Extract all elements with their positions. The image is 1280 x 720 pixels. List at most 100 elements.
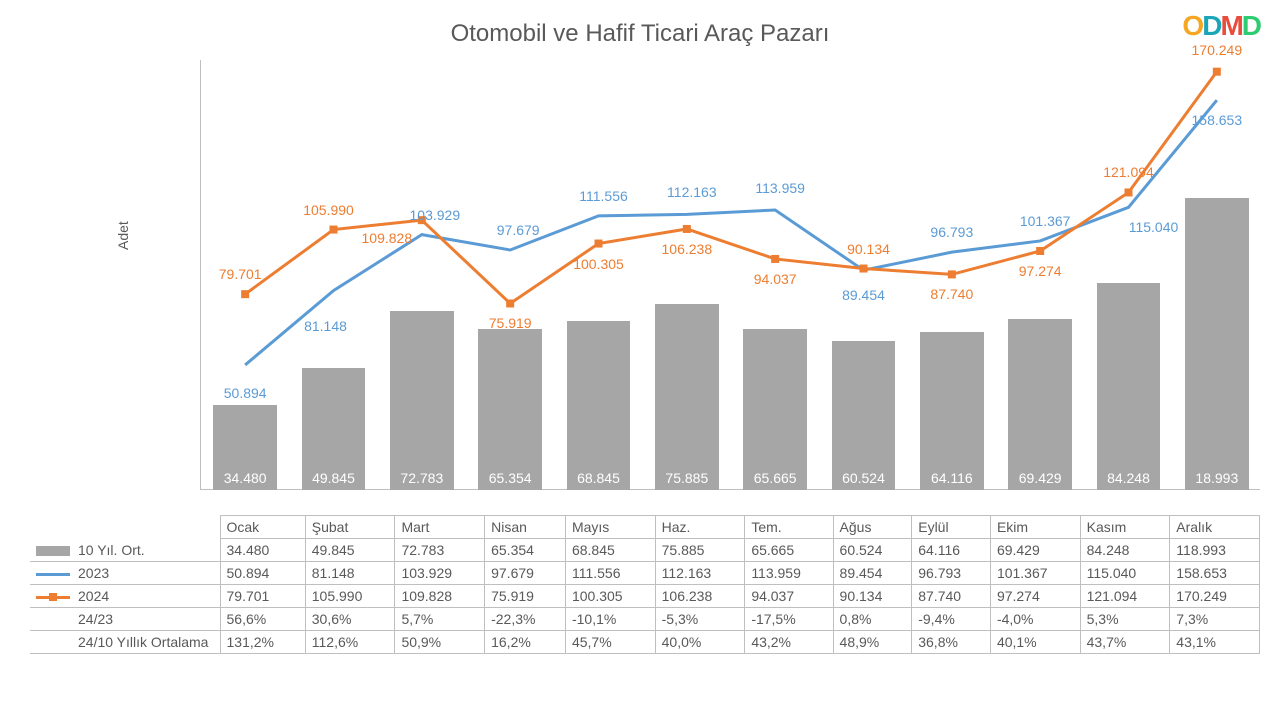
- series-point-label: 103.929: [410, 207, 461, 223]
- bar: 34.480: [213, 405, 277, 490]
- table-cell: 0,8%: [833, 608, 912, 631]
- table-header-cell: Aralık: [1170, 516, 1260, 539]
- table-cell: 170.249: [1170, 585, 1260, 608]
- series-point-label: 112.163: [667, 184, 717, 200]
- bar-value-label: 65.354: [478, 470, 542, 486]
- series-point-label: 101.367: [1020, 213, 1071, 229]
- table-cell: -22,3%: [485, 608, 566, 631]
- series-point-label: 111.556: [579, 188, 628, 204]
- table-cell: 40,1%: [990, 631, 1080, 654]
- table-cell: 36,8%: [912, 631, 991, 654]
- series-point-label: 109.828: [362, 230, 413, 246]
- table-cell: 65.665: [745, 539, 833, 562]
- table-cell: 84.248: [1080, 539, 1170, 562]
- table-cell: -5,3%: [655, 608, 745, 631]
- series-point-label: 81.148: [304, 318, 347, 334]
- series-point-label: 90.134: [847, 241, 890, 257]
- table-cell: 75.919: [485, 585, 566, 608]
- table-cell: 90.134: [833, 585, 912, 608]
- table-cell: 111.556: [565, 562, 655, 585]
- bar-value-label: 84.248: [1097, 470, 1161, 486]
- table-cell: 89.454: [833, 562, 912, 585]
- series-point-label: 97.679: [497, 222, 540, 238]
- table-cell: 96.793: [912, 562, 991, 585]
- table-header-cell: Ocak: [220, 516, 305, 539]
- table-cell: 103.929: [395, 562, 485, 585]
- bar-value-label: 65.665: [743, 470, 807, 486]
- table-cell: 79.701: [220, 585, 305, 608]
- table-cell: 97.679: [485, 562, 566, 585]
- series-point-label: 50.894: [224, 385, 267, 401]
- table-cell: 45,7%: [565, 631, 655, 654]
- bar: 84.248: [1097, 283, 1161, 490]
- legend-cell: 2024: [30, 585, 220, 608]
- table-cell: 121.094: [1080, 585, 1170, 608]
- table-cell: 87.740: [912, 585, 991, 608]
- table-header-cell: Eylül: [912, 516, 991, 539]
- table-cell: 43,1%: [1170, 631, 1260, 654]
- bar-value-label: 34.480: [213, 470, 277, 486]
- table-cell: 118.993: [1170, 539, 1260, 562]
- odmd-logo: ODMD: [1182, 10, 1260, 42]
- bar-value-label: 64.116: [920, 470, 984, 486]
- chart-plot-area: 34.480 49.845 72.783 65.354 68.845 75.885 65.6…: [200, 60, 1260, 490]
- bar: 65.665: [743, 329, 807, 490]
- bar: 49.845: [302, 368, 366, 490]
- series-point-label: 96.793: [930, 224, 973, 240]
- table-cell: 94.037: [745, 585, 833, 608]
- table-header-cell: Nisan: [485, 516, 566, 539]
- series-point-label: 100.305: [573, 256, 624, 272]
- table-header-cell: Ekim: [990, 516, 1080, 539]
- table-cell: 106.238: [655, 585, 745, 608]
- data-table-wrap: OcakŞubatMartNisanMayısHaz.Tem.AğusEylül…: [30, 515, 1260, 654]
- legend-cell: 10 Yıl. Ort.: [30, 539, 220, 562]
- bar: 72.783: [390, 311, 454, 490]
- table-cell: 34.480: [220, 539, 305, 562]
- bar-value-label: 69.429: [1008, 470, 1072, 486]
- table-cell: 16,2%: [485, 631, 566, 654]
- bar-value-label: 68.845: [567, 470, 631, 486]
- table-cell: 7,3%: [1170, 608, 1260, 631]
- series-point-label: 89.454: [842, 287, 885, 303]
- table-cell: 112,6%: [305, 631, 395, 654]
- bar: 65.354: [478, 329, 542, 490]
- table-header-cell: Mayıs: [565, 516, 655, 539]
- bar: 60.524: [832, 341, 896, 490]
- table-header-cell: Ağus: [833, 516, 912, 539]
- table-cell: 64.116: [912, 539, 991, 562]
- table-cell: 69.429: [990, 539, 1080, 562]
- bar: 64.116: [920, 332, 984, 490]
- table-cell: 109.828: [395, 585, 485, 608]
- table-cell: 131,2%: [220, 631, 305, 654]
- table-cell: 75.885: [655, 539, 745, 562]
- table-cell: 50.894: [220, 562, 305, 585]
- bar: 75.885: [655, 304, 719, 490]
- table-cell: -17,5%: [745, 608, 833, 631]
- table-cell: 72.783: [395, 539, 485, 562]
- bar-value-label: 72.783: [390, 470, 454, 486]
- table-cell: 40,0%: [655, 631, 745, 654]
- table-cell: 97.274: [990, 585, 1080, 608]
- bar-value-label: 60.524: [832, 470, 896, 486]
- table-cell: 30,6%: [305, 608, 395, 631]
- table-cell: 115.040: [1080, 562, 1170, 585]
- table-cell: 100.305: [565, 585, 655, 608]
- table-cell: -9,4%: [912, 608, 991, 631]
- table-cell: 105.990: [305, 585, 395, 608]
- bar-value-label: 49.845: [302, 470, 366, 486]
- table-cell: 50,9%: [395, 631, 485, 654]
- table-header-cell: Tem.: [745, 516, 833, 539]
- series-point-label: 94.037: [754, 271, 797, 287]
- series-point-label: 87.740: [930, 286, 973, 302]
- bar-value-label: 18.993: [1185, 470, 1249, 486]
- y-axis-label: Adet: [115, 221, 131, 250]
- series-point-label: 106.238: [662, 241, 713, 257]
- bar: 18.993: [1185, 198, 1249, 490]
- table-cell: 43,2%: [745, 631, 833, 654]
- bar: 68.845: [567, 321, 631, 490]
- table-cell: 113.959: [745, 562, 833, 585]
- table-header-cell: Haz.: [655, 516, 745, 539]
- table-cell: 56,6%: [220, 608, 305, 631]
- table-cell: 5,7%: [395, 608, 485, 631]
- series-point-label: 115.040: [1129, 219, 1179, 235]
